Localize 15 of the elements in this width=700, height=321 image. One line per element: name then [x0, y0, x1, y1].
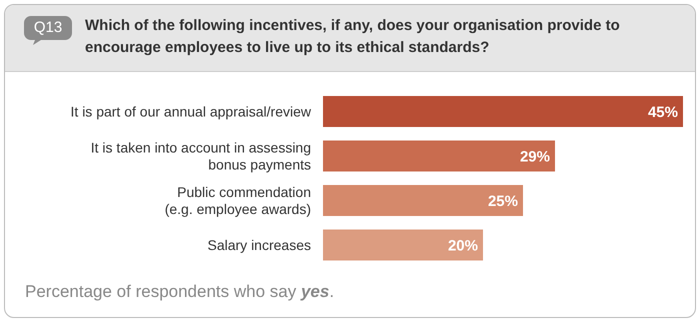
data-label: 25%: [488, 192, 518, 210]
data-label: 29%: [520, 148, 550, 166]
text: Q13: [32, 19, 64, 36]
y-tick-label: Public commendation (e.g. employee awards): [164, 184, 311, 217]
bar: [323, 140, 555, 172]
y-tick-label: It is part of our annual appraisal/review: [70, 103, 312, 120]
y-tick-label: It is taken into account in assessing bonus payments: [90, 139, 311, 172]
data-label: 45%: [648, 104, 678, 121]
bar: [323, 185, 523, 216]
y-tick-label: Salary increases: [208, 236, 311, 253]
bar: [323, 96, 683, 127]
text: Percentage of respondents who say yes.: [25, 282, 334, 302]
bar: [323, 230, 483, 260]
chart-title: Which of the following incentives, if any, does your organisation provide to encourage employees to live up to its ethical standards?: [85, 16, 621, 58]
data-label: 20%: [448, 237, 478, 254]
